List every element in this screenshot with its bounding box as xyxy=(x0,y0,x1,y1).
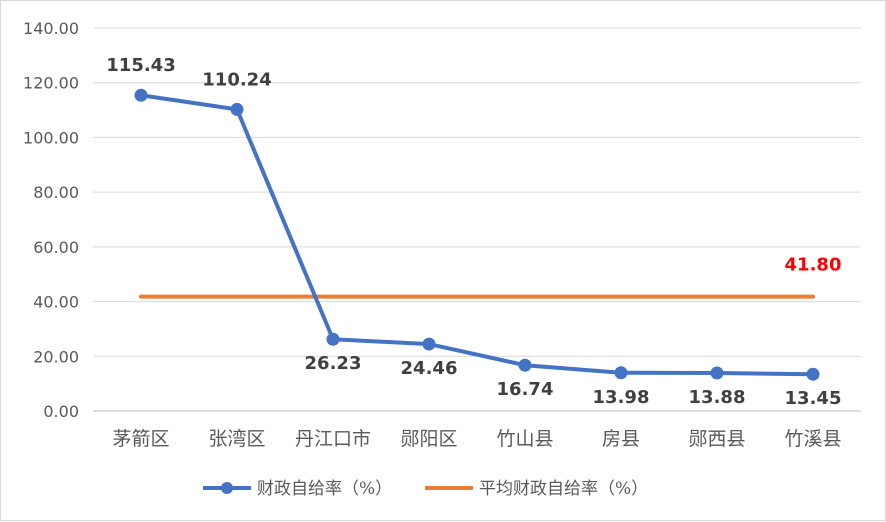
x-tick-label: 丹江口市 xyxy=(295,428,371,450)
y-tick-label: 0.00 xyxy=(43,402,79,421)
data-point xyxy=(806,367,820,381)
data-label: 13.88 xyxy=(689,387,746,408)
legend-item-series-1[interactable]: 财政自给率（%） xyxy=(203,479,392,499)
x-tick-label: 竹山县 xyxy=(496,428,553,450)
y-tick-label: 20.00 xyxy=(33,347,79,366)
data-label: 13.98 xyxy=(593,387,650,408)
data-label: 13.45 xyxy=(785,388,842,409)
y-tick-label: 100.00 xyxy=(23,128,79,147)
x-axis: 茅箭区 张湾区 丹江口市 郧阳区 竹山县 房县 郧西县 竹溪县 xyxy=(112,428,841,450)
data-label: 24.46 xyxy=(401,358,458,379)
data-point xyxy=(326,332,340,346)
x-tick-label: 郧西县 xyxy=(688,428,745,450)
legend-label: 平均财政自给率（%） xyxy=(479,479,648,499)
average-data-label: 41.80 xyxy=(785,255,842,276)
legend-label: 财政自给率（%） xyxy=(257,479,392,499)
x-tick-label: 张湾区 xyxy=(208,428,265,450)
series-line xyxy=(139,93,815,377)
data-label: 115.43 xyxy=(106,55,175,76)
x-tick-label: 竹溪县 xyxy=(784,428,841,450)
grid-lines xyxy=(93,27,861,412)
data-point xyxy=(422,337,436,351)
data-point xyxy=(614,366,628,380)
y-tick-label: 60.00 xyxy=(33,238,79,257)
data-label: 110.24 xyxy=(202,69,271,90)
y-tick-label: 140.00 xyxy=(23,19,79,38)
x-tick-label: 郧阳区 xyxy=(400,428,457,450)
data-labels: 115.43 110.24 26.23 24.46 16.74 13.98 13.88 13.… xyxy=(106,55,841,409)
legend-item-series-2[interactable]: 平均财政自给率（%） xyxy=(425,479,648,499)
data-point xyxy=(518,358,532,372)
y-tick-label: 40.00 xyxy=(33,293,79,312)
legend-swatch-marker xyxy=(221,482,233,494)
legend[interactable]: 财政自给率（%） 平均财政自给率（%） xyxy=(203,479,648,499)
data-label: 16.74 xyxy=(497,379,554,400)
y-axis: 0.00 20.00 40.00 60.00 80.00 100.00 120.00 140.… xyxy=(23,19,79,421)
main-series xyxy=(134,88,820,381)
x-tick-label: 房县 xyxy=(602,428,640,450)
x-tick-label: 茅箭区 xyxy=(112,428,169,450)
data-point xyxy=(230,102,244,116)
y-tick-label: 120.00 xyxy=(23,74,79,93)
data-point xyxy=(134,88,148,102)
data-label: 26.23 xyxy=(305,353,362,374)
y-tick-label: 80.00 xyxy=(33,183,79,202)
data-point xyxy=(710,366,724,380)
